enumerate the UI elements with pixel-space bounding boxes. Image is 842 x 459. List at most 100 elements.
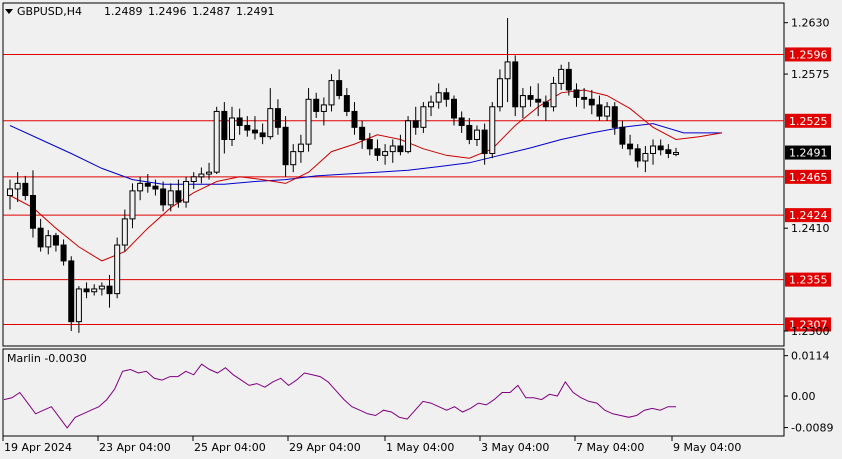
candle-body — [519, 95, 526, 108]
candle-body — [183, 181, 190, 203]
candle-body — [37, 227, 44, 248]
price-tick-label: 1.2300 — [791, 325, 830, 338]
candle-body — [550, 82, 557, 108]
price-tick-label: 1.2630 — [791, 17, 830, 30]
current-price-label: 1.2491 — [789, 147, 828, 160]
candle-body — [489, 106, 496, 154]
dropdown-triangle-icon[interactable] — [5, 9, 13, 14]
candle-body — [14, 182, 21, 190]
candle-body — [451, 98, 457, 119]
candle-body — [374, 148, 381, 156]
candle-body — [91, 288, 98, 293]
candle-body — [405, 120, 412, 153]
ohlc-low: 1.2487 — [192, 5, 231, 18]
price-tick-label: 1.2575 — [791, 68, 830, 81]
candle-body — [251, 129, 258, 134]
candle-body — [45, 235, 52, 248]
symbol-timeframe: GBPUSD,H4 — [17, 5, 82, 18]
candle-body — [412, 120, 419, 128]
indicator-tick-label: 0.00 — [791, 390, 816, 403]
main-plot-area[interactable] — [2, 2, 785, 347]
candle-body — [221, 110, 228, 140]
level-label: 1.2355 — [789, 274, 828, 287]
level-tag — [785, 113, 831, 128]
indicator-plot-area[interactable] — [2, 348, 785, 437]
level-label: 1.2465 — [789, 171, 828, 184]
candle-body — [619, 126, 626, 145]
candle-body — [496, 78, 503, 108]
candle-body — [558, 68, 565, 84]
candle-body — [611, 106, 618, 128]
candle-body — [206, 171, 213, 175]
candle-body — [198, 173, 205, 178]
price-tick-label: 1.2410 — [791, 222, 830, 235]
candle-body — [83, 288, 90, 293]
candle-body — [274, 108, 281, 128]
candle-body — [175, 190, 182, 203]
candle-body — [389, 145, 396, 153]
candle-body — [229, 117, 235, 140]
candle-body — [466, 124, 473, 140]
chart-header: GBPUSD,H4 1.2489 1.2496 1.2487 1.2491 — [5, 5, 275, 18]
candle-body — [634, 148, 641, 162]
level-label: 1.2525 — [789, 115, 828, 128]
candle-body — [190, 176, 197, 183]
level-tag — [785, 169, 831, 184]
candle-body — [642, 152, 649, 162]
candle-body — [481, 129, 488, 154]
candle-body — [366, 138, 373, 150]
candle-body — [535, 98, 542, 103]
ohlc-open: 1.2489 — [104, 5, 143, 18]
candle-body — [573, 89, 580, 98]
time-tick-label: 23 Apr 04:00 — [99, 441, 171, 454]
candle-body — [504, 61, 511, 80]
slow-ma-line — [9, 123, 722, 185]
candle-body — [604, 106, 611, 117]
horizontal-levels — [3, 53, 784, 325]
candle-body — [129, 190, 136, 220]
candle-body — [428, 101, 435, 108]
candle-body — [657, 145, 664, 151]
candle-body — [665, 149, 672, 154]
candle-body — [144, 182, 151, 187]
candle-body — [236, 117, 243, 126]
candle-body — [336, 80, 343, 97]
candle-body — [297, 143, 304, 153]
moving-averages — [9, 89, 722, 262]
time-tick-label: 25 Apr 04:00 — [194, 441, 266, 454]
candle-body — [114, 244, 121, 295]
price-axis[interactable]: 1.2596 1.2525 1.2465 1.2424 1.2355 1.2307 1.26… — [784, 17, 831, 338]
candle-body — [137, 182, 144, 192]
candle-body — [29, 195, 36, 229]
level-tag — [785, 317, 831, 332]
candle-body — [121, 218, 128, 246]
candle-body — [351, 110, 358, 128]
time-tick-label: 1 May 04:00 — [386, 441, 454, 454]
candle-body — [458, 117, 465, 126]
candle-body — [512, 61, 519, 108]
candle-body — [397, 145, 404, 153]
level-tag — [785, 208, 831, 223]
candle-body — [259, 132, 266, 138]
indicator-tick-label: 0.0114 — [791, 350, 830, 363]
candle-body — [106, 285, 113, 295]
candle-body — [650, 145, 657, 154]
ohlc-high: 1.2496 — [148, 5, 187, 18]
ohlc-close: 1.2491 — [236, 5, 275, 18]
candle-body — [313, 98, 320, 112]
candle-body — [588, 98, 595, 106]
candle-body — [267, 108, 274, 138]
candle-body — [98, 285, 105, 290]
candle-body — [167, 190, 174, 206]
candle-body — [60, 244, 67, 262]
candle-body — [160, 188, 167, 206]
candle-body — [473, 129, 480, 140]
fast-ma-line — [9, 89, 722, 262]
time-tick-label: 3 May 04:00 — [481, 441, 549, 454]
candle-body — [52, 235, 59, 246]
candle-body — [435, 92, 442, 103]
candle-body — [359, 126, 366, 140]
candle-body — [673, 152, 679, 155]
candle-body — [382, 151, 389, 156]
candle-body — [22, 182, 29, 197]
